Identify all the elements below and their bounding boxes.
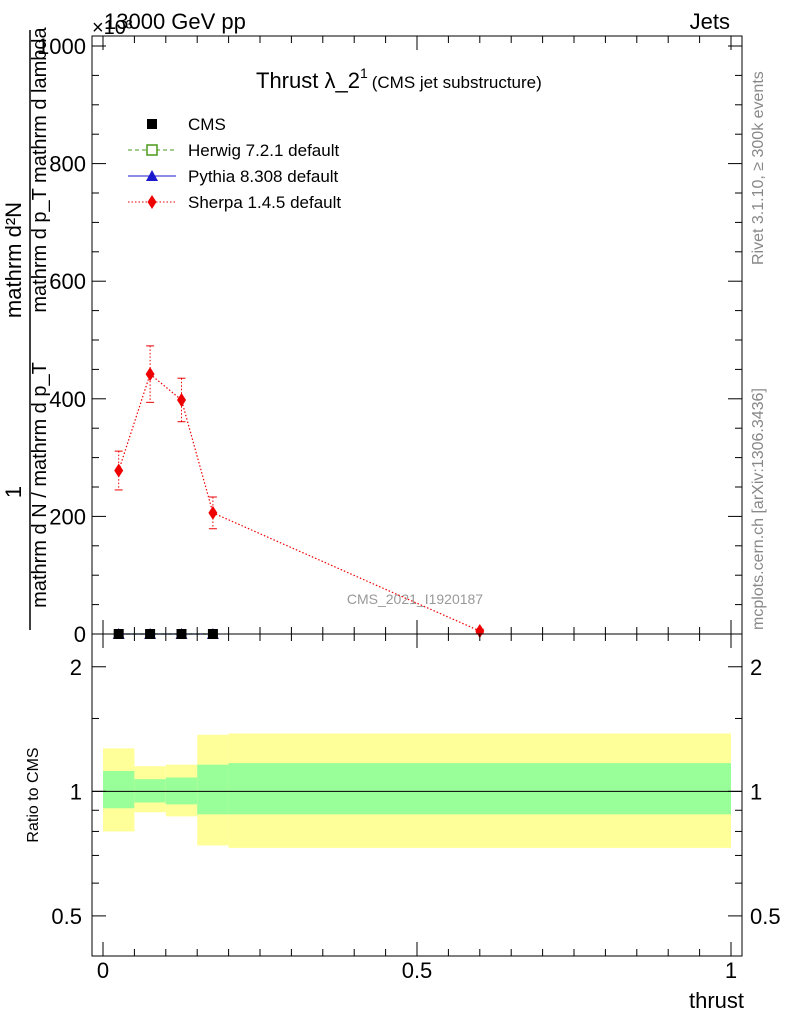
main-y-axis-label: mathrm d²N mathrm d p_T mathrm d lambda … <box>1 26 51 630</box>
ratio-band-green <box>134 779 166 803</box>
category-label: Jets <box>690 9 730 34</box>
plot-subtitle: (CMS jet substructure) <box>372 73 542 92</box>
y-tick-label: 400 <box>49 387 86 412</box>
data-point <box>475 624 485 639</box>
plot-title-main: Thrust λ_2 <box>256 68 360 93</box>
y-tick-label: 800 <box>49 152 86 177</box>
legend-label: Pythia 8.308 default <box>188 167 339 186</box>
y-tick-label: 0 <box>74 622 86 647</box>
legend-marker-cms <box>147 119 157 129</box>
mcplots-label: mcplots.cern.ch [arXiv:1306.3436] <box>750 388 767 630</box>
x-axis-label: thrust <box>689 988 744 1013</box>
x-tick-label: 1 <box>725 958 737 983</box>
legend-entry: Pythia 8.308 default <box>128 167 339 186</box>
plot-title: Thrust λ_21 (CMS jet substructure) <box>256 65 542 93</box>
ratio-y-tick-label-right: 0.5 <box>750 904 781 929</box>
legend-marker-sherpa <box>147 195 157 209</box>
watermark: CMS_2021_I1920187 <box>347 591 483 607</box>
ylabel-num-top: mathrm d²N <box>1 202 26 318</box>
ylabel-den: mathrm d N / mathrm d p_T <box>29 362 51 608</box>
legend-label: CMS <box>188 115 226 134</box>
rivet-label: Rivet 3.1.10, ≥ 300k events <box>750 71 767 265</box>
x-tick-label: 0 <box>97 958 109 983</box>
legend-label: Sherpa 1.4.5 default <box>188 193 341 212</box>
legend-entry: Herwig 7.2.1 default <box>128 141 339 160</box>
ratio-axis-ticks: 0.5 0.5 1 1 2 2 0 0.5 1 <box>51 634 781 983</box>
data-point <box>145 367 155 382</box>
y-tick-label: 1000 <box>37 34 86 59</box>
ratio-bands-group <box>103 733 731 848</box>
data-point <box>114 463 124 478</box>
ratio-band-green <box>197 764 229 815</box>
ratio-y-tick-label: 1 <box>70 779 82 804</box>
ratio-band-green <box>228 763 731 815</box>
ylabel-num-bottom: mathrm d p_T mathrm d lambda <box>29 26 51 312</box>
series-sherpa <box>114 345 485 639</box>
legend-marker-herwig <box>146 144 158 156</box>
ratio-y-tick-label-right: 2 <box>750 655 762 680</box>
legend-entry: CMS <box>147 115 226 134</box>
legend-marker-pythia <box>146 170 158 181</box>
ratio-band-green <box>103 770 135 809</box>
legend-entry: Sherpa 1.4.5 default <box>128 193 341 212</box>
x-tick-label: 0.5 <box>402 958 433 983</box>
legend: CMS Herwig 7.2.1 default Pythia 8.308 defa… <box>128 115 341 212</box>
ratio-y-tick-label: 2 <box>70 655 82 680</box>
data-point <box>208 505 218 520</box>
main-axis-ticks: 0 200 400 600 800 1000 <box>37 34 742 647</box>
y-tick-label: 600 <box>49 269 86 294</box>
ylabel-one: 1 <box>1 486 26 498</box>
series-line <box>118 373 481 632</box>
ratio-y-tick-label: 0.5 <box>51 904 82 929</box>
y-exponent-label: ×10³ <box>92 17 133 39</box>
collision-label: 13000 GeV pp <box>104 9 246 34</box>
ratio-y-axis-label: Ratio to CMS <box>25 747 42 842</box>
plot-title-sup: 1 <box>360 65 368 81</box>
data-point <box>177 392 186 407</box>
y-tick-label: 200 <box>49 504 86 529</box>
ratio-y-tick-label-right: 1 <box>750 779 762 804</box>
legend-label: Herwig 7.2.1 default <box>188 141 339 160</box>
